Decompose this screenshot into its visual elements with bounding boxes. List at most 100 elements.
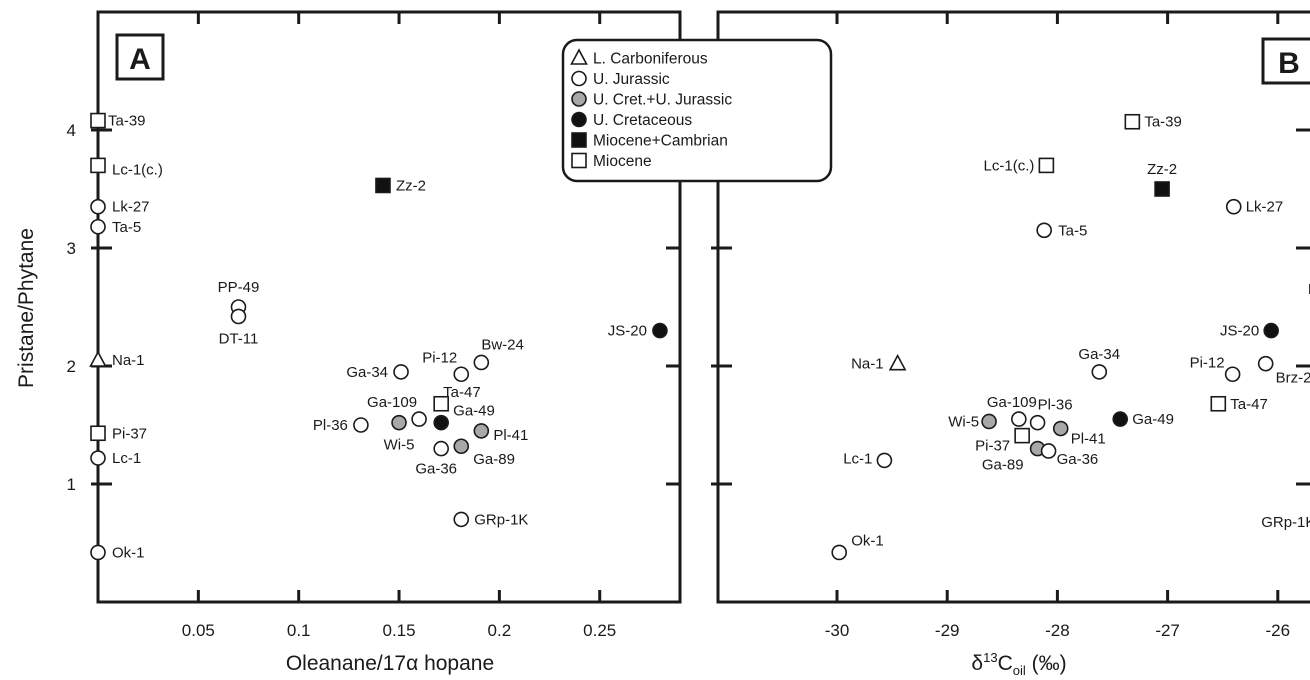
panel-b-ticks: -30 -29 -28 -27 -26 <box>711 12 1310 640</box>
legend-marker <box>570 48 588 65</box>
panel-a-point-dt-11 <box>230 308 247 325</box>
panel-a-ticks: 0.05 0.1 0.15 0.2 0.25 1 2 3 4 <box>67 12 680 640</box>
panel-b-letter: B <box>1278 47 1300 80</box>
legend-label: Miocene+Cambrian <box>593 133 728 150</box>
panel-b-point-label: Wi-5 <box>948 413 979 430</box>
panel-a-letter-box <box>115 33 165 81</box>
panel-b: -30 -29 -28 -27 -26 Ta-39 Lc-1(c.) Zz-2 Lk-27 Ta… <box>711 10 1310 678</box>
panel-b-x-axis-label: δ13Coil (‰) <box>971 650 1066 678</box>
panel-a-y-tick-label: 2 <box>67 357 76 376</box>
panel-b-point-label: Lc-1(c.) <box>984 157 1035 174</box>
panel-b-point-label: Ok-1 <box>851 532 884 549</box>
panel-a-point-ta-47 <box>433 395 449 412</box>
panel-b-point-js-20 <box>1263 322 1279 339</box>
panel-b-point-pl-41 <box>1052 420 1069 437</box>
panel-b-point-ta-5 <box>1036 222 1052 239</box>
panel-b-x-tick-label: -27 <box>1155 621 1180 640</box>
panel-a-point-label: Ga-89 <box>473 451 515 468</box>
panel-a-point-ga-109 <box>411 411 427 427</box>
panel-b-point-ok-1 <box>831 544 848 561</box>
legend-label: L. Carboniferous <box>593 51 708 68</box>
panel-b-point-label: Na-1 <box>851 356 884 373</box>
panel-a-x-tick-label: 0.05 <box>182 621 215 640</box>
legend-marker <box>571 152 587 169</box>
panel-a-point-ga-36 <box>433 440 449 457</box>
panel-a-point-ta-5 <box>90 218 106 235</box>
legend-label: U. Cret.+U. Jurassic <box>593 92 732 109</box>
legend-box <box>561 38 833 183</box>
panel-a-point-label: Ok-1 <box>112 544 145 561</box>
panel-b-marks: Ta-39Lc-1(c.)Zz-2Lk-27Ta-5PP-49DT-11JS-2… <box>831 113 1310 561</box>
panel-b-point-label: JS-20 <box>1220 323 1259 340</box>
panel-b-point-label: Zz-2 <box>1147 161 1177 178</box>
panel-b-frame <box>716 10 1310 604</box>
panel-b-point-label: Ta-39 <box>1144 114 1182 131</box>
panel-a-point-ta-39 <box>90 112 106 129</box>
panel-a-point-label: PP-49 <box>218 279 260 296</box>
panel-b-point-label: Ga-36 <box>1057 451 1099 468</box>
panel-b-point-label: Ga-89 <box>982 457 1024 474</box>
legend-marker <box>571 70 587 87</box>
panel-b-letter-box <box>1261 37 1310 85</box>
panel-b-point-wi-5 <box>981 413 997 430</box>
panel-a-point-label: Lc-1 <box>112 450 141 467</box>
panel-a-point-wi-5 <box>391 414 407 431</box>
panel-b-point-lc-1-c <box>1038 157 1055 174</box>
panel-b-point-label: Ga-49 <box>1132 411 1174 428</box>
panel-b-point-label: Pi-37 <box>975 438 1010 455</box>
panel-b-point-label: GRp-1K <box>1261 514 1310 531</box>
panel-a-frame <box>96 10 682 604</box>
panel-b-point-pi-37 <box>1014 427 1030 444</box>
panel-a-y-axis-label: Pristane/Phytane <box>15 228 38 388</box>
panel-a-marks: Ta-39 Lc-1(c.) Lk-27 Ta-5 Na-1 Pi-37 Lc-1 Ok-1 Z… <box>89 112 668 561</box>
panel-b-point-label: Pl-41 <box>1071 431 1106 448</box>
panel-a-point-label: Ga-34 <box>346 364 388 381</box>
panel-b-x-tick-label: -30 <box>825 621 850 640</box>
panel-b-point-lc-1 <box>876 452 893 469</box>
panel-b-point-label: Ta-5 <box>1058 222 1087 239</box>
panel-a-point-label: Ga-36 <box>415 461 457 478</box>
panel-b-point-label: PP-49 <box>1308 281 1310 298</box>
panel-a-y-tick-label: 3 <box>67 239 76 258</box>
panel-a-point-label: Bw-24 <box>481 336 524 353</box>
panel-a-point-label: JS-20 <box>608 323 647 340</box>
legend-marker <box>571 91 587 107</box>
panel-a-point-label: Pi-12 <box>422 349 457 366</box>
panel-b-point-label: Brz-24 <box>1276 370 1310 387</box>
panel-a-point-na-1 <box>89 350 107 367</box>
panel-b-point-label: Lk-27 <box>1246 199 1284 216</box>
panel-a-point-label: Lk-27 <box>112 199 150 216</box>
panel-b-point-na-1 <box>888 353 907 371</box>
panel-b-point-label: Lc-1 <box>843 450 872 467</box>
panel-a-point-label: GRp-1K <box>474 511 528 528</box>
legend-marker <box>571 132 587 148</box>
panel-a-point-pl-41 <box>473 423 490 439</box>
panel-b-point-brz-24 <box>1257 355 1274 372</box>
panel-a-point-grp-1k <box>453 511 470 528</box>
panel-a-x-axis-label: Oleanane/17α hopane <box>286 652 494 675</box>
legend-label: Miocene <box>593 153 652 170</box>
panel-a-point-label: Lc-1(c.) <box>112 161 163 178</box>
panel-b-point-lk-27 <box>1225 198 1242 215</box>
legend-marker <box>571 111 587 128</box>
legend: L. Carboniferous U. Jurassic U. Cret.+U. J… <box>561 38 833 183</box>
panel-a-point-pl-36 <box>353 417 369 433</box>
panel-a-point-ga-89 <box>453 438 470 455</box>
panel-b-point-ga-34 <box>1091 364 1108 380</box>
panel-b-point-ta-39 <box>1124 113 1141 130</box>
panel-a-point-label: Wi-5 <box>384 437 415 454</box>
panel-a-point-ga-34 <box>393 364 409 380</box>
panel-a-x-tick-label: 0.2 <box>488 621 512 640</box>
panel-b-point-pl-36 <box>1029 414 1046 431</box>
panel-a-y-tick-label: 4 <box>67 121 76 140</box>
panel-a-point-label: Ta-5 <box>112 219 141 236</box>
panel-b-point-pi-12 <box>1224 366 1241 383</box>
panel-a-letter: A <box>129 43 151 76</box>
panel-a-point-lc-1-c <box>90 157 106 174</box>
panel-a-point-label: Pl-36 <box>313 417 348 434</box>
panel-a-point-label: Pi-37 <box>112 425 147 442</box>
panel-a-point-label: Na-1 <box>112 352 145 369</box>
panel-a: 0.05 0.1 0.15 0.2 0.25 1 2 3 4 Ta-39 Lc-1(c.) Lk-2… <box>15 10 682 675</box>
panel-a-x-tick-label: 0.15 <box>382 621 415 640</box>
